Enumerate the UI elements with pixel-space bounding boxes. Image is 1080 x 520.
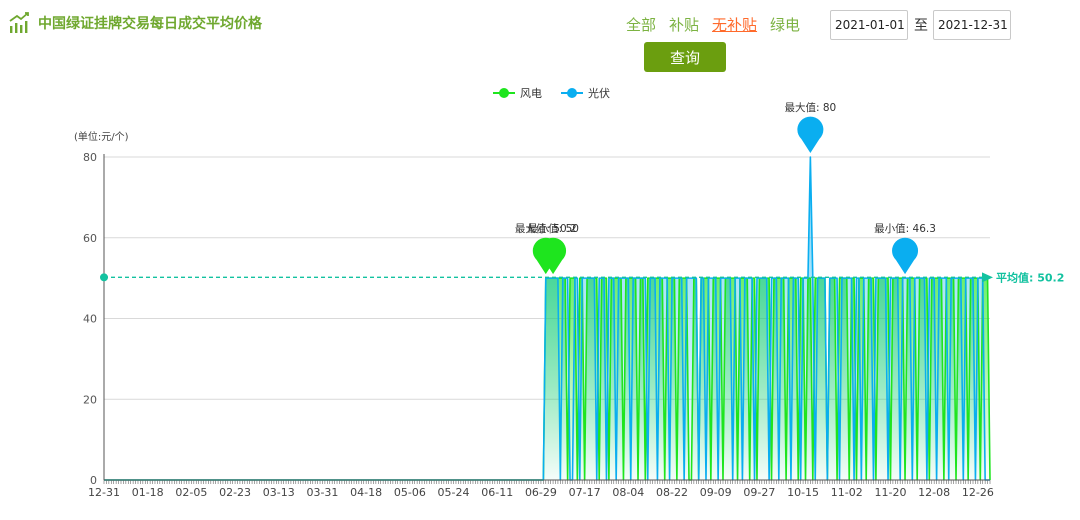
x-tick-label: 03-13 [263, 486, 295, 499]
x-tick-label: 12-08 [918, 486, 950, 499]
x-tick-label: 10-15 [787, 486, 819, 499]
x-tick-label: 06-29 [525, 486, 557, 499]
x-tick-label: 04-18 [350, 486, 382, 499]
x-tick-label: 09-09 [700, 486, 732, 499]
x-tick-label: 11-02 [831, 486, 863, 499]
mean-line-start-point [100, 273, 108, 282]
min-marker-pin [540, 237, 567, 275]
query-button[interactable]: 查询 [644, 42, 726, 72]
x-tick-label: 09-27 [743, 486, 775, 499]
x-tick-label: 01-18 [132, 486, 164, 499]
x-tick-label: 07-17 [569, 486, 601, 499]
max-marker-label: 最大值: 80 [784, 101, 836, 114]
x-tick-label: 08-22 [656, 486, 688, 499]
y-tick-label: 0 [90, 474, 97, 487]
min-marker-pin [892, 237, 919, 275]
x-tick-label: 02-23 [219, 486, 251, 499]
legend-item-wind[interactable]: 风电 [493, 87, 542, 100]
bar-chart-icon [9, 12, 29, 33]
legend-label: 风电 [520, 87, 542, 100]
legend-dot [499, 88, 509, 98]
tab-subsidy[interactable]: 补贴 [669, 16, 700, 34]
x-tick-label: 02-05 [175, 486, 207, 499]
x-tick-label: 12-26 [962, 486, 994, 499]
y-tick-label: 60 [83, 232, 97, 245]
date-separator: 至 [914, 18, 928, 34]
min-marker-label: 最小值: 50 [527, 222, 579, 235]
x-tick-label: 06-11 [481, 486, 513, 499]
min-marker-label: 最小值: 46.3 [874, 222, 936, 235]
y-unit-label: (单位:元/个) [74, 130, 129, 143]
x-tick-label: 08-04 [612, 486, 644, 499]
x-tick-label: 11-20 [874, 486, 906, 499]
x-tick-label: 03-31 [306, 486, 338, 499]
start-date-input[interactable] [830, 10, 908, 40]
legend-dot [567, 88, 577, 98]
page-header: 中国绿证挂牌交易每日成交平均价格 [8, 12, 262, 34]
y-tick-label: 80 [83, 151, 97, 164]
x-tick-label: 12-31 [88, 486, 120, 499]
series-area-solar [104, 157, 990, 480]
tab-no-subsidy[interactable]: 无补贴 [712, 16, 758, 34]
max-marker-pin [797, 116, 824, 153]
x-tick-label: 05-24 [438, 486, 470, 499]
tab-all[interactable]: 全部 [626, 16, 657, 34]
end-date-input[interactable] [933, 10, 1011, 40]
legend-item-solar[interactable]: 光伏 [561, 86, 610, 100]
x-tick-label: 05-06 [394, 486, 426, 499]
y-tick-label: 40 [83, 313, 97, 326]
tab-green-power[interactable]: 绿电 [770, 16, 801, 34]
mean-line-arrow [982, 272, 993, 283]
mean-line-label: 平均值: 50.2 [996, 270, 1064, 284]
page-title: 中国绿证挂牌交易每日成交平均价格 [38, 16, 262, 32]
max-marker-label: 最大值: 50.2 [515, 222, 577, 235]
legend-label: 光伏 [588, 86, 610, 100]
filter-tabs: 全部 补贴 无补贴 绿电 [626, 14, 800, 35]
y-tick-label: 20 [83, 393, 97, 406]
